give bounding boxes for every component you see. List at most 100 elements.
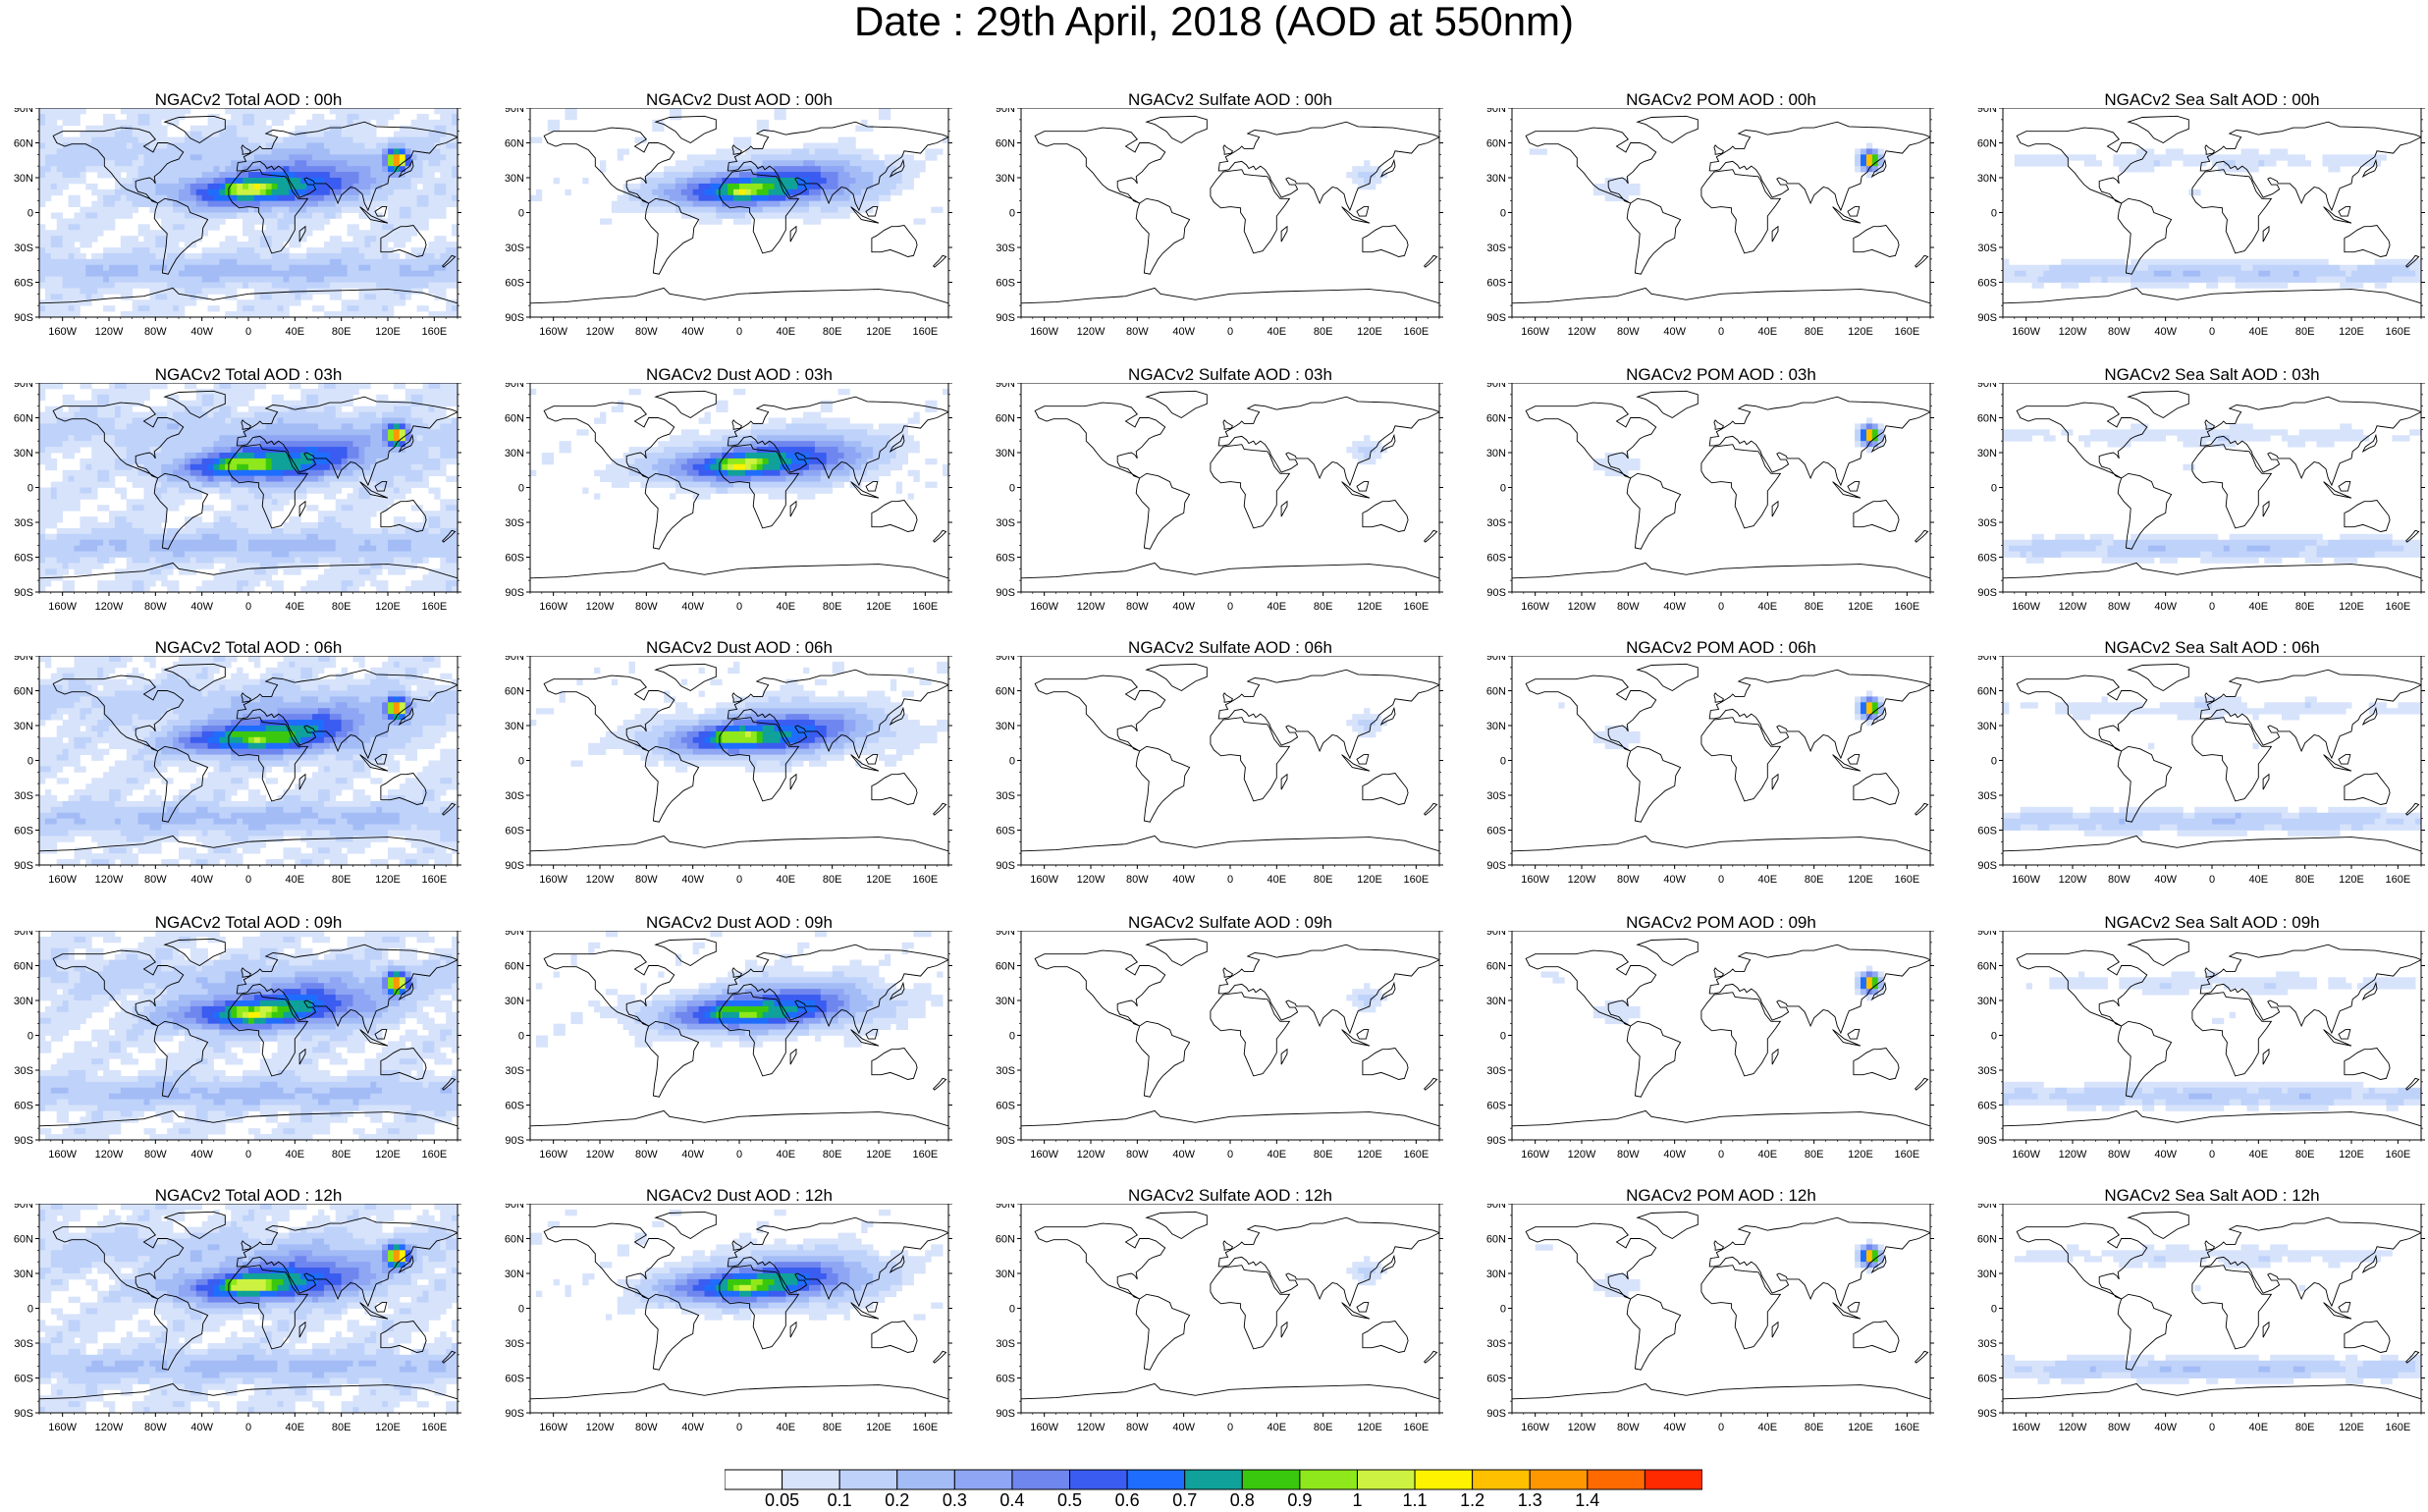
lon-tick-label: 0	[245, 1422, 251, 1433]
lat-tick-label: 0	[1009, 756, 1015, 768]
lon-tick-label: 120W	[1568, 874, 1596, 886]
lat-tick-label: 30N	[1977, 721, 1997, 732]
lon-tick-label: 80W	[635, 601, 658, 613]
lon-tick-label: 80E	[2295, 874, 2315, 886]
lon-tick-label: 120E	[375, 326, 401, 338]
lat-tick-label: 90S	[14, 1135, 33, 1147]
lat-tick-label: 60N	[1486, 961, 1506, 973]
lat-tick-label: 90S	[1977, 1408, 1997, 1420]
panel-title: NGACv2 POM AOD : 09h	[1512, 913, 1930, 933]
lat-tick-label: 90N	[1486, 656, 1506, 663]
lat-tick-label: 60N	[1977, 686, 1997, 698]
lat-tick-label: 0	[27, 756, 33, 768]
coastlines	[1512, 663, 1930, 852]
lon-tick-label: 120W	[95, 601, 124, 613]
lat-tick-label: 90S	[1486, 312, 1506, 324]
lon-tick-label: 40W	[1663, 1422, 1686, 1433]
lon-tick-label: 80W	[1617, 874, 1640, 886]
lon-tick-label: 0	[2209, 601, 2215, 613]
lon-tick-label: 160W	[1030, 326, 1058, 338]
panel-title: NGACv2 Sulfate AOD : 09h	[1021, 913, 1439, 933]
lat-tick-label: 60N	[1486, 686, 1506, 698]
lon-tick-label: 80E	[332, 874, 351, 886]
aod-field	[39, 931, 458, 1140]
lon-tick-label: 40W	[1172, 1149, 1195, 1161]
colorbar-box	[1529, 1469, 1589, 1490]
lon-tick-label: 160W	[48, 326, 77, 338]
lat-tick-label: 30S	[505, 1065, 524, 1077]
lon-tick-label: 80W	[635, 874, 658, 886]
coastlines	[1021, 938, 1439, 1127]
world-map: 90N 60N 30N 0 30S 60S 90S 160W 120W 80W 40W 0 40E 80E…	[14, 108, 461, 338]
colorbar-label: 0.7	[1172, 1490, 1197, 1510]
lon-tick-label: 40E	[2249, 326, 2269, 338]
lon-tick-label: 80E	[1314, 1422, 1333, 1433]
coastlines	[39, 663, 458, 852]
lon-tick-label: 160W	[1521, 1149, 1549, 1161]
lat-tick-label: 90N	[505, 931, 524, 938]
map-panel: NGACv2 Dust AOD : 12h 90N 60N 30N 0 30S 60S 90S…	[491, 1186, 982, 1451]
lon-tick-label: 40E	[1268, 874, 1287, 886]
lat-tick-label: 90S	[505, 1135, 524, 1147]
lon-tick-label: 0	[736, 874, 742, 886]
lon-tick-label: 0	[1227, 326, 1233, 338]
lat-tick-label: 0	[1500, 1304, 1506, 1316]
lat-tick-label: 0	[518, 208, 524, 220]
lon-tick-label: 80W	[635, 326, 658, 338]
lon-tick-label: 160E	[421, 1149, 447, 1161]
lat-tick-label: 90S	[14, 1408, 33, 1420]
lat-tick-label: 60N	[505, 1234, 524, 1246]
lat-tick-label: 90S	[505, 587, 524, 599]
lon-tick-label: 80W	[1126, 601, 1149, 613]
world-map: 90N 60N 30N 0 30S 60S 90S 160W 120W 80W 40W 0 40E 80E…	[996, 931, 1443, 1161]
lon-tick-label: 160E	[421, 874, 447, 886]
lon-tick-label: 40E	[1758, 874, 1778, 886]
lat-tick-label: 60N	[1486, 413, 1506, 425]
lon-tick-label: 160W	[539, 1149, 567, 1161]
lat-tick-label: 30S	[996, 790, 1015, 802]
map-panel: NGACv2 Sea Salt AOD : 09h 90N 60N 30N 0 30S 60…	[1964, 913, 2428, 1178]
lon-tick-label: 0	[1718, 1149, 1724, 1161]
map-panel: NGACv2 Sea Salt AOD : 03h 90N 60N 30N 0 30S 60…	[1964, 365, 2428, 630]
world-map: 90N 60N 30N 0 30S 60S 90S 160W 120W 80W 40W 0 40E 80E…	[1486, 108, 1934, 338]
world-map: 90N 60N 30N 0 30S 60S 90S 160W 120W 80W 40W 0 40E 80E…	[996, 656, 1443, 886]
map-panel: NGACv2 Sulfate AOD : 09h 90N 60N 30N 0 30S 60S…	[982, 913, 1473, 1178]
lon-tick-label: 160W	[1030, 874, 1058, 886]
lat-tick-label: 90S	[996, 1408, 1015, 1420]
lon-tick-label: 120E	[2339, 1149, 2364, 1161]
map-panel: NGACv2 Sea Salt AOD : 06h 90N 60N 30N 0 30S 60…	[1964, 638, 2428, 903]
lon-tick-label: 120E	[2339, 326, 2364, 338]
lon-tick-label: 40W	[681, 1422, 704, 1433]
lon-tick-label: 160W	[539, 601, 567, 613]
lat-tick-label: 30S	[1486, 243, 1506, 254]
lat-tick-label: 60S	[1977, 826, 1997, 837]
lon-tick-label: 160E	[1403, 1149, 1429, 1161]
lon-tick-label: 40W	[1663, 601, 1686, 613]
lon-tick-label: 80W	[2108, 326, 2131, 338]
lon-tick-label: 40E	[1268, 1149, 1287, 1161]
aod-field	[39, 1204, 458, 1413]
lat-tick-label: 30N	[14, 448, 33, 459]
lon-tick-label: 120W	[2059, 1422, 2087, 1433]
lat-tick-label: 60N	[996, 686, 1015, 698]
panel-title: NGACv2 Sea Salt AOD : 06h	[2003, 638, 2421, 658]
lon-tick-label: 120E	[866, 1149, 891, 1161]
lon-tick-label: 40E	[1268, 1422, 1287, 1433]
aod-field	[530, 931, 948, 1140]
lon-tick-label: 120E	[866, 601, 891, 613]
lat-tick-label: 60S	[1486, 826, 1506, 837]
lon-tick-label: 160W	[539, 326, 567, 338]
lat-tick-label: 0	[1991, 1031, 1997, 1043]
lat-tick-label: 30S	[505, 517, 524, 529]
colorbar-box	[1241, 1469, 1301, 1490]
aod-field	[1021, 383, 1439, 592]
lat-tick-label: 0	[1009, 1031, 1015, 1043]
colorbar-box	[896, 1469, 955, 1490]
lon-tick-label: 120E	[2339, 601, 2364, 613]
lat-tick-label: 90S	[1486, 860, 1506, 872]
lat-tick-label: 90N	[996, 108, 1015, 115]
lon-tick-label: 120W	[2059, 874, 2087, 886]
lon-tick-label: 160W	[539, 1422, 567, 1433]
lat-tick-label: 90N	[996, 383, 1015, 390]
world-map: 90N 60N 30N 0 30S 60S 90S 160W 120W 80W 40W 0 40E 80E…	[1977, 108, 2425, 338]
